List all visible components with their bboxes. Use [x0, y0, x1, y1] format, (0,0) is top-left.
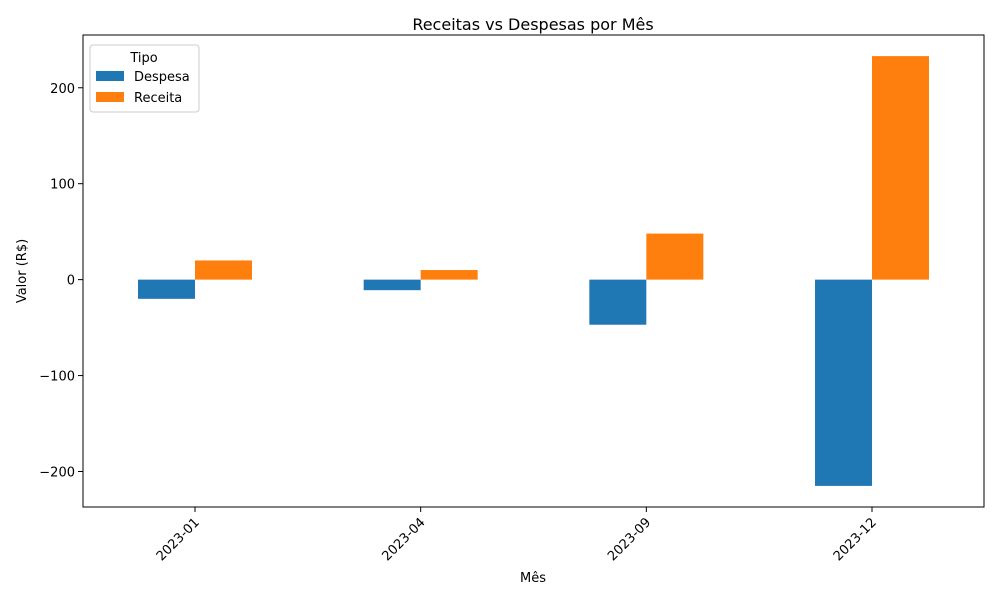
legend: Tipo Despesa Receita	[89, 44, 200, 113]
bar-receita-2023-01	[195, 260, 252, 280]
y-axis-label: Valor (R$)	[15, 239, 30, 303]
bar-despesa-2023-12	[815, 279, 873, 486]
bar-despesa-2023-04	[363, 279, 421, 291]
x-axis-label: Mês	[520, 571, 546, 586]
chart-title: Receitas vs Despesas por Mês	[412, 15, 653, 34]
x-tick-label: 2023-01	[154, 515, 203, 564]
y-tick-label: 200	[50, 82, 75, 97]
legend-label-receita: Receita	[134, 91, 182, 106]
x-tick-label: 2023-04	[379, 515, 428, 564]
legend-swatch-receita	[96, 92, 124, 102]
bar-receita-2023-12	[872, 56, 930, 280]
legend-swatch-despesa	[96, 71, 124, 81]
y-tick-label: −200	[39, 466, 75, 481]
y-tick-label: 100	[50, 178, 75, 193]
plot-frame	[82, 34, 985, 508]
x-tick-label: 2023-12	[831, 515, 880, 564]
legend-label-despesa: Despesa	[134, 70, 190, 85]
bar-receita-2023-09	[646, 233, 704, 280]
y-tick-label: −100	[39, 370, 75, 385]
y-tick-label: 0	[67, 274, 75, 289]
x-axis: 2023-01 2023-04 2023-09 2023-12	[154, 507, 880, 564]
bar-despesa-2023-09	[589, 279, 647, 325]
x-tick-label: 2023-09	[605, 515, 654, 564]
bar-receita-2023-04	[420, 270, 478, 280]
y-axis: −200 −100 0 100 200	[39, 82, 83, 481]
legend-title: Tipo	[129, 51, 157, 66]
bars-group	[138, 56, 930, 486]
bar-despesa-2023-01	[138, 279, 195, 299]
